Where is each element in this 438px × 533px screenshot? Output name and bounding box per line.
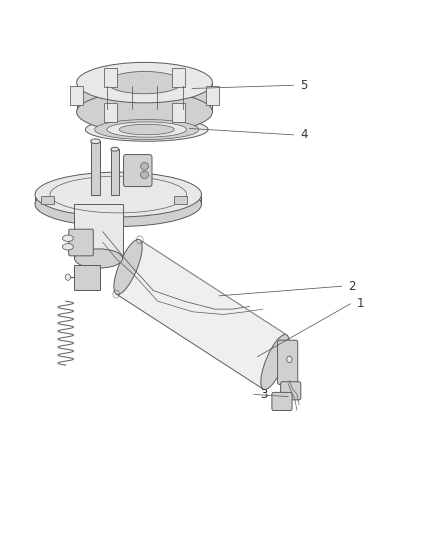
- Text: 1: 1: [357, 297, 364, 310]
- Ellipse shape: [63, 235, 74, 241]
- Ellipse shape: [91, 139, 100, 143]
- Polygon shape: [35, 195, 201, 204]
- Polygon shape: [172, 103, 185, 122]
- Text: 4: 4: [300, 128, 307, 141]
- FancyBboxPatch shape: [74, 265, 100, 290]
- Ellipse shape: [287, 356, 292, 362]
- FancyBboxPatch shape: [272, 392, 292, 410]
- Text: 5: 5: [300, 79, 307, 92]
- Ellipse shape: [107, 71, 182, 94]
- Ellipse shape: [74, 249, 123, 268]
- FancyBboxPatch shape: [278, 340, 298, 384]
- Ellipse shape: [111, 147, 119, 151]
- Polygon shape: [74, 204, 123, 259]
- FancyBboxPatch shape: [124, 155, 152, 187]
- Ellipse shape: [77, 92, 212, 132]
- Polygon shape: [206, 85, 219, 104]
- Polygon shape: [91, 141, 100, 195]
- Ellipse shape: [35, 172, 201, 217]
- Ellipse shape: [95, 119, 199, 140]
- Polygon shape: [116, 240, 287, 389]
- Ellipse shape: [85, 118, 208, 141]
- Ellipse shape: [35, 182, 201, 227]
- Polygon shape: [172, 68, 185, 87]
- Polygon shape: [70, 85, 83, 104]
- Polygon shape: [77, 83, 212, 112]
- Ellipse shape: [261, 335, 289, 390]
- Ellipse shape: [119, 124, 174, 135]
- Ellipse shape: [65, 274, 71, 280]
- Ellipse shape: [77, 62, 212, 103]
- Polygon shape: [41, 197, 54, 204]
- FancyBboxPatch shape: [69, 229, 93, 256]
- Text: 3: 3: [261, 388, 268, 401]
- Ellipse shape: [114, 239, 142, 294]
- Ellipse shape: [63, 244, 74, 250]
- Polygon shape: [104, 68, 117, 87]
- FancyBboxPatch shape: [281, 382, 301, 400]
- Ellipse shape: [141, 171, 148, 179]
- Polygon shape: [111, 149, 119, 195]
- Ellipse shape: [141, 163, 148, 170]
- Polygon shape: [174, 197, 187, 204]
- Text: 2: 2: [348, 280, 356, 293]
- Polygon shape: [104, 103, 117, 122]
- Ellipse shape: [107, 122, 187, 137]
